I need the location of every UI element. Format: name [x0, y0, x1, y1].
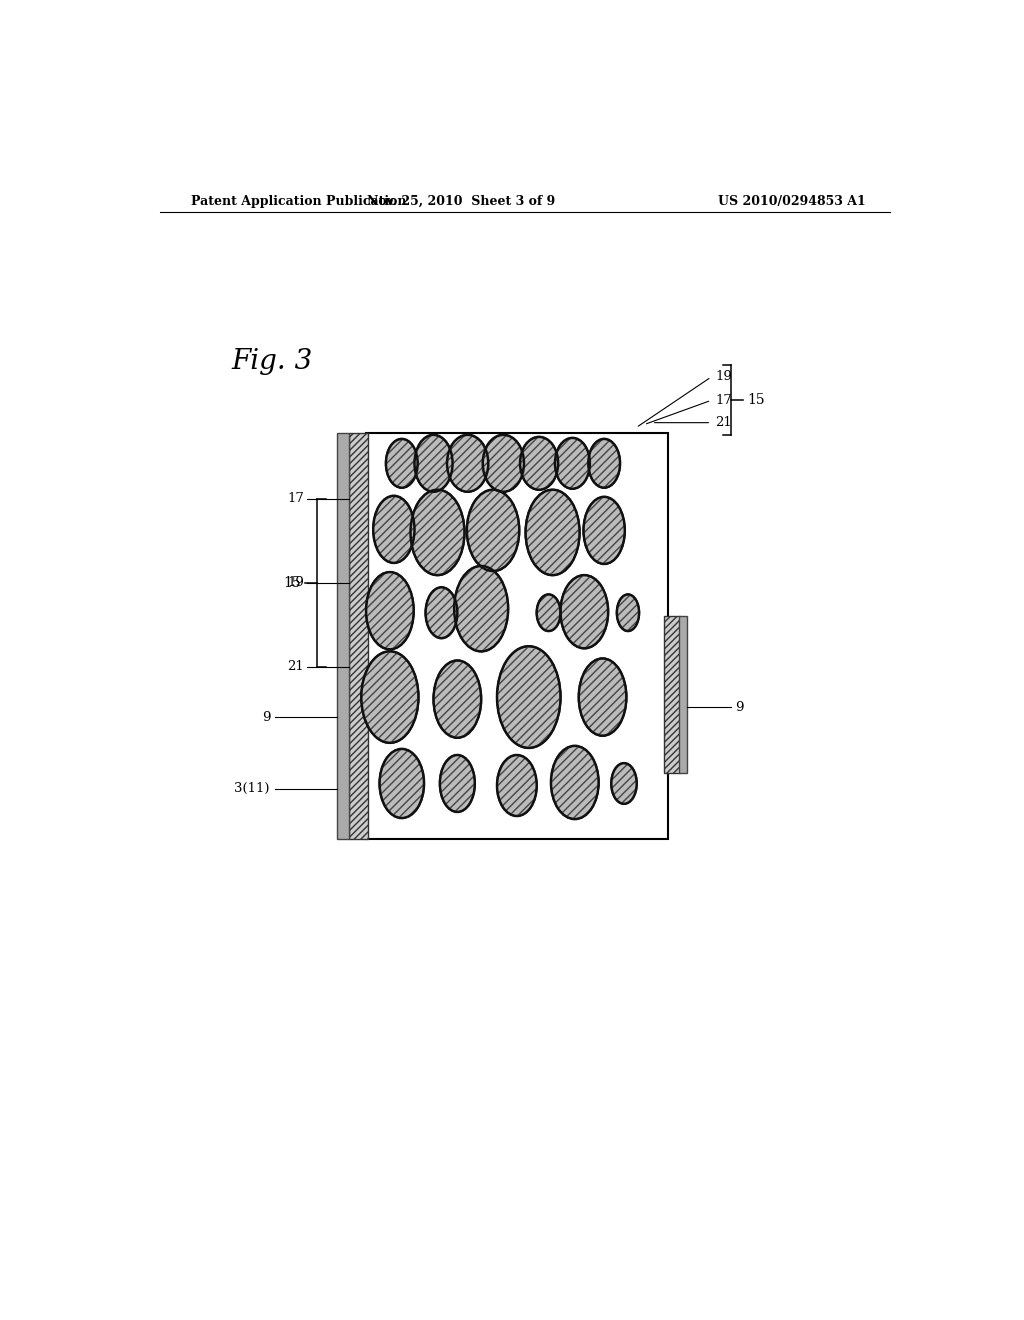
- Text: 3(11): 3(11): [233, 781, 269, 795]
- Ellipse shape: [386, 440, 417, 487]
- Ellipse shape: [520, 438, 557, 488]
- Ellipse shape: [560, 576, 608, 648]
- Ellipse shape: [482, 434, 524, 492]
- Ellipse shape: [520, 437, 558, 490]
- Ellipse shape: [415, 436, 452, 491]
- Ellipse shape: [561, 577, 607, 647]
- Text: 17: 17: [715, 393, 732, 407]
- Ellipse shape: [374, 496, 414, 562]
- Ellipse shape: [579, 659, 627, 735]
- Ellipse shape: [526, 491, 579, 574]
- Ellipse shape: [380, 748, 424, 818]
- Ellipse shape: [498, 756, 537, 814]
- Bar: [665, 615, 680, 774]
- Ellipse shape: [589, 440, 620, 487]
- Text: Patent Application Publication: Patent Application Publication: [191, 194, 407, 207]
- Text: 21: 21: [288, 660, 304, 673]
- Ellipse shape: [555, 438, 590, 488]
- Ellipse shape: [617, 595, 639, 631]
- Ellipse shape: [440, 755, 475, 812]
- Ellipse shape: [552, 747, 598, 818]
- Ellipse shape: [434, 661, 480, 737]
- Bar: [679, 615, 687, 774]
- Bar: [367, 433, 668, 840]
- Ellipse shape: [611, 764, 636, 803]
- Ellipse shape: [551, 746, 599, 818]
- Ellipse shape: [537, 594, 560, 631]
- Ellipse shape: [580, 660, 626, 734]
- Ellipse shape: [584, 498, 625, 562]
- Bar: [337, 433, 348, 840]
- Text: Nov. 25, 2010  Sheet 3 of 9: Nov. 25, 2010 Sheet 3 of 9: [368, 194, 555, 207]
- Text: 9: 9: [262, 711, 270, 723]
- Text: Fig. 3: Fig. 3: [231, 348, 312, 375]
- Ellipse shape: [433, 660, 481, 738]
- Ellipse shape: [611, 763, 637, 804]
- Text: 19: 19: [288, 577, 304, 589]
- Ellipse shape: [455, 566, 508, 651]
- Text: 15: 15: [748, 393, 765, 407]
- Ellipse shape: [361, 651, 419, 743]
- Ellipse shape: [497, 755, 537, 816]
- Ellipse shape: [367, 572, 414, 649]
- Text: 21: 21: [715, 416, 732, 429]
- Ellipse shape: [447, 436, 487, 491]
- Ellipse shape: [362, 652, 418, 742]
- Ellipse shape: [498, 648, 559, 746]
- Ellipse shape: [555, 438, 590, 488]
- Ellipse shape: [467, 490, 519, 572]
- Text: 17: 17: [288, 492, 304, 506]
- Ellipse shape: [386, 440, 418, 487]
- Ellipse shape: [426, 589, 457, 638]
- Text: 15: 15: [284, 576, 301, 590]
- Ellipse shape: [380, 750, 423, 817]
- Ellipse shape: [455, 568, 507, 649]
- Ellipse shape: [412, 491, 464, 574]
- Ellipse shape: [426, 587, 458, 638]
- Ellipse shape: [447, 434, 488, 492]
- Ellipse shape: [616, 594, 639, 631]
- Ellipse shape: [468, 491, 518, 570]
- Ellipse shape: [584, 496, 625, 564]
- Ellipse shape: [537, 595, 560, 631]
- Ellipse shape: [525, 490, 580, 576]
- Text: US 2010/0294853 A1: US 2010/0294853 A1: [718, 194, 866, 207]
- Text: 9: 9: [735, 701, 743, 714]
- Ellipse shape: [483, 436, 523, 491]
- Ellipse shape: [411, 490, 465, 576]
- Ellipse shape: [415, 434, 453, 492]
- Ellipse shape: [367, 573, 413, 648]
- Ellipse shape: [588, 440, 620, 487]
- Ellipse shape: [440, 756, 474, 810]
- Text: 19: 19: [715, 371, 732, 383]
- Ellipse shape: [373, 496, 415, 562]
- Bar: [348, 433, 368, 840]
- Ellipse shape: [497, 647, 560, 748]
